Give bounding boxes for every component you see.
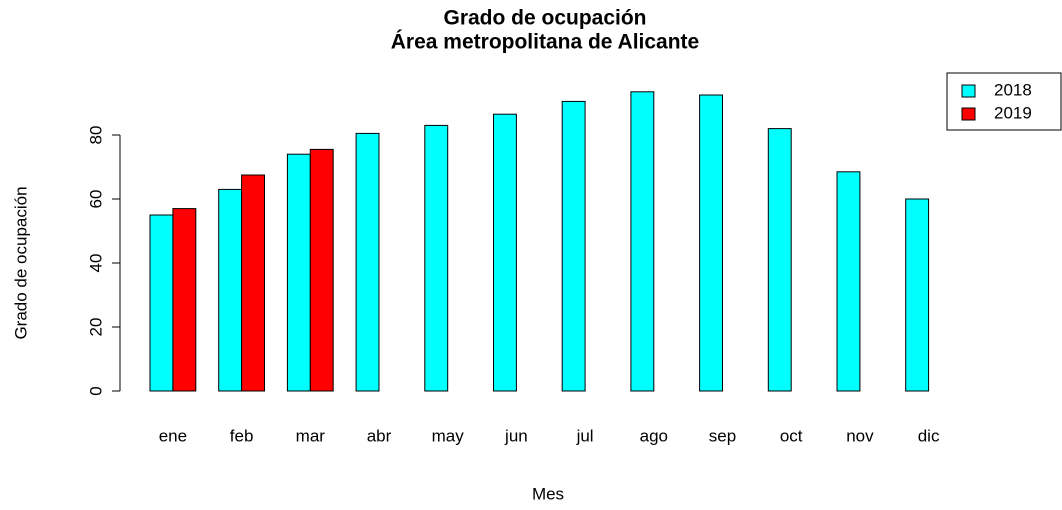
legend-swatch (961, 84, 976, 98)
bar (286, 153, 311, 392)
bar (561, 100, 586, 392)
bar (218, 188, 243, 392)
bar (309, 148, 334, 392)
x-tick-label: jun (504, 426, 528, 445)
bar (172, 208, 197, 392)
x-tick-label: ago (640, 426, 668, 445)
x-tick-label: feb (230, 426, 254, 445)
x-tick-label: abr (367, 426, 392, 445)
legend-label: 2018 (994, 80, 1032, 99)
bar (355, 132, 380, 392)
bar (493, 113, 517, 392)
x-tick-label: mar (296, 426, 326, 445)
x-tick-label: dic (918, 426, 940, 445)
x-tick-label: oct (780, 426, 803, 445)
bar (149, 214, 174, 392)
x-tick-label: nov (846, 426, 874, 445)
bar (699, 94, 723, 392)
bar (241, 174, 266, 392)
x-tick-label: jul (576, 426, 594, 445)
y-tick-label: 0 (86, 386, 105, 395)
legend-label: 2019 (994, 103, 1032, 122)
y-tick-label: 20 (86, 318, 105, 337)
bar (767, 128, 792, 392)
chart-title: Grado de ocupación (443, 7, 646, 30)
bar (424, 124, 449, 392)
y-tick-label: 40 (86, 254, 105, 273)
bar (905, 198, 930, 392)
bar (836, 171, 861, 392)
y-axis-label: Grado de ocupación (11, 186, 30, 339)
x-tick-label: sep (709, 426, 736, 445)
legend-swatch (961, 107, 976, 121)
x-tick-label: ene (159, 426, 187, 445)
chart-subtitle: Área metropolitana de Alicante (391, 31, 699, 54)
x-tick-label: may (432, 426, 465, 445)
bar (630, 91, 655, 392)
x-axis-label: Mes (532, 484, 564, 503)
y-tick-label: 80 (86, 126, 105, 145)
y-tick-label: 60 (86, 190, 105, 209)
